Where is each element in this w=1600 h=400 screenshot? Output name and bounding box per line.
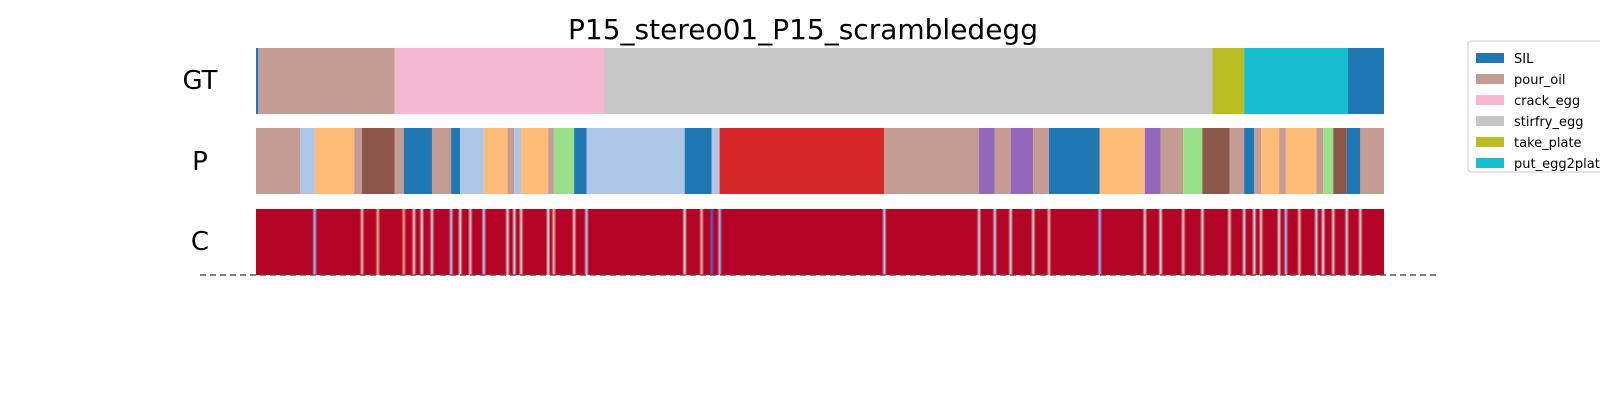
row-label-c: C — [191, 227, 209, 257]
p-segment-8 — [431, 128, 452, 194]
legend-swatch-pour_oil — [1476, 74, 1504, 84]
legend-label-pour_oil: pour_oil — [1514, 73, 1565, 88]
p-segment-35 — [1254, 128, 1262, 194]
legend-swatch-put_egg2plate — [1476, 158, 1504, 168]
p-segment-19 — [684, 128, 712, 194]
p-segment-12 — [507, 128, 515, 194]
legend: SIL pour_oil crack_egg stirfry_egg take_plat… — [1467, 40, 1600, 173]
gt-segment-4 — [603, 48, 1213, 114]
p-segment-4 — [354, 128, 363, 194]
p-segment-18 — [586, 128, 685, 194]
legend-entries: SIL pour_oil crack_egg stirfry_egg take_plat… — [1476, 52, 1600, 172]
gt-segment-7 — [1347, 48, 1384, 114]
gt-segment-1 — [256, 48, 259, 114]
p-segment-22 — [884, 128, 980, 194]
p-segment-6 — [394, 128, 404, 194]
p-segment-26 — [1033, 128, 1049, 194]
p-segment-21 — [719, 128, 885, 194]
legend-label-take_plate: take_plate — [1514, 136, 1582, 151]
legend-swatch-SIL — [1476, 53, 1504, 63]
p-segment-39 — [1316, 128, 1324, 194]
legend-swatch-stirfry_egg — [1476, 116, 1504, 126]
p-segment-16 — [553, 128, 575, 194]
p-segment-37 — [1279, 128, 1286, 194]
p-segment-1 — [256, 128, 300, 194]
p-segment-38 — [1285, 128, 1317, 194]
p-segment-17 — [574, 128, 587, 194]
legend-label-stirfry_egg: stirfry_egg — [1514, 115, 1583, 130]
p-segment-7 — [403, 128, 432, 194]
p-segment-30 — [1160, 128, 1184, 194]
gt-segment-5 — [1212, 48, 1245, 114]
gt-segment-2 — [258, 48, 395, 114]
p-segment-28 — [1099, 128, 1145, 194]
legend-label-crack_egg: crack_egg — [1514, 94, 1580, 109]
p-segment-13 — [514, 128, 522, 194]
row-label-gt: GT — [182, 66, 217, 96]
p-segment-20 — [711, 128, 720, 194]
p-segment-34 — [1244, 128, 1255, 194]
legend-label-SIL: SIL — [1514, 52, 1534, 67]
p-segment-33 — [1229, 128, 1245, 194]
p-segment-24 — [994, 128, 1011, 194]
legend-swatch-crack_egg — [1476, 95, 1504, 105]
p-segment-29 — [1144, 128, 1161, 194]
p-segment-2 — [299, 128, 315, 194]
p-segment-40 — [1323, 128, 1334, 194]
gt-segment-bar — [256, 48, 1384, 114]
p-segment-10 — [460, 128, 484, 194]
p-segment-3 — [314, 128, 355, 194]
prediction-segment-bar — [256, 128, 1384, 194]
p-segment-41 — [1333, 128, 1347, 194]
p-segment-5 — [362, 128, 395, 194]
row-label-p: P — [192, 147, 208, 177]
confidence-bar — [256, 209, 1384, 275]
gt-segment-6 — [1244, 48, 1348, 114]
p-segment-14 — [521, 128, 549, 194]
p-segment-23 — [979, 128, 995, 194]
p-segment-32 — [1202, 128, 1230, 194]
p-segment-27 — [1048, 128, 1100, 194]
p-segment-31 — [1183, 128, 1203, 194]
legend-label-put_egg2plate: put_egg2plate — [1514, 157, 1600, 172]
legend-swatch-take_plate — [1476, 137, 1504, 147]
gt-segment-3 — [394, 48, 604, 114]
p-segment-25 — [1010, 128, 1034, 194]
p-segment-36 — [1261, 128, 1280, 194]
p-segment-43 — [1360, 128, 1384, 194]
p-segment-9 — [451, 128, 461, 194]
p-segment-15 — [548, 128, 554, 194]
chart-title: P15_stereo01_P15_scrambledegg — [568, 13, 1038, 46]
p-segment-11 — [483, 128, 508, 194]
p-segment-42 — [1346, 128, 1361, 194]
